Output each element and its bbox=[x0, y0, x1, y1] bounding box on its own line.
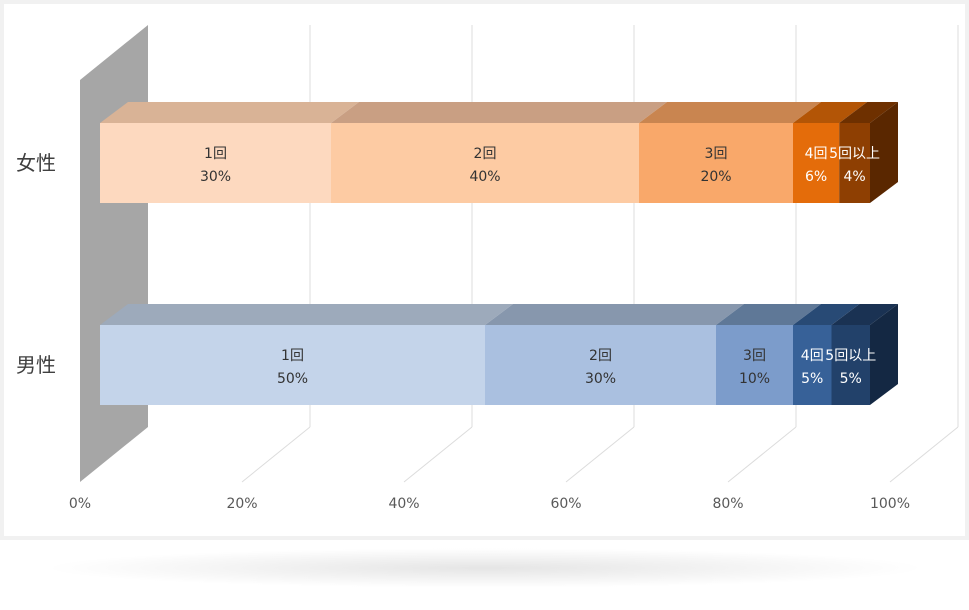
bar-top-face bbox=[485, 304, 744, 325]
segment-label: 3回 bbox=[705, 146, 728, 162]
bar-top-face bbox=[793, 102, 868, 123]
segment-label: 2回 bbox=[589, 348, 612, 364]
bar-segment bbox=[839, 123, 870, 203]
data-label: 20% bbox=[700, 169, 731, 185]
gridline-floor bbox=[889, 426, 959, 483]
bar-top-face bbox=[100, 304, 513, 325]
data-label: 30% bbox=[200, 169, 231, 185]
data-label: 5% bbox=[801, 371, 823, 387]
bar-top-face bbox=[839, 102, 898, 123]
bar-side-face bbox=[870, 102, 898, 203]
bar-top-face bbox=[716, 304, 821, 325]
segment-label: 1回 bbox=[281, 348, 304, 364]
segment-label: 1回 bbox=[204, 146, 227, 162]
segment-label: 5回以上 bbox=[829, 146, 880, 162]
bar-segment bbox=[793, 325, 832, 405]
data-label: 4% bbox=[843, 169, 865, 185]
chart-area bbox=[4, 4, 965, 536]
side-wall bbox=[80, 25, 148, 482]
bar-segment bbox=[831, 325, 870, 405]
segment-label: 2回 bbox=[474, 146, 497, 162]
bar-top-face bbox=[793, 304, 860, 325]
segment-label: 4回 bbox=[805, 146, 828, 162]
gridline-floor bbox=[565, 426, 635, 483]
bar-side-face bbox=[870, 304, 898, 405]
bar-segment bbox=[100, 325, 485, 405]
segment-label: 3回 bbox=[743, 348, 766, 364]
data-label: 10% bbox=[739, 371, 770, 387]
bar-segment bbox=[485, 325, 716, 405]
x-tick-label: 100% bbox=[870, 496, 910, 512]
bar-segment bbox=[639, 123, 793, 203]
bar-top-face bbox=[100, 102, 359, 123]
bar-segment bbox=[100, 123, 331, 203]
data-label: 50% bbox=[277, 371, 308, 387]
category-label: 男性 bbox=[16, 353, 56, 377]
gridline-floor bbox=[403, 426, 473, 483]
chart-panel bbox=[0, 0, 969, 540]
bar-segment bbox=[793, 123, 840, 203]
segment-label: 5回以上 bbox=[825, 348, 876, 364]
x-tick-label: 40% bbox=[388, 496, 419, 512]
category-label: 女性 bbox=[16, 151, 56, 175]
x-tick-label: 20% bbox=[226, 496, 257, 512]
bar-top-face bbox=[331, 102, 667, 123]
x-tick-label: 0% bbox=[69, 496, 91, 512]
data-label: 6% bbox=[805, 169, 827, 185]
stacked-bar-chart-3d: 0% 20% 40% 60% 80% 100%女性 1回30%2回40%3回20%4回6%5… bbox=[16, 25, 959, 512]
gridline-floor bbox=[241, 426, 311, 483]
data-label: 40% bbox=[469, 169, 500, 185]
data-label: 5% bbox=[840, 371, 862, 387]
bar-top-face bbox=[639, 102, 821, 123]
x-tick-label: 80% bbox=[712, 496, 743, 512]
gridline-floor bbox=[727, 426, 797, 483]
bar-top-face bbox=[831, 304, 898, 325]
panel-shadow bbox=[40, 548, 930, 588]
bar-segment bbox=[716, 325, 793, 405]
segment-label: 4回 bbox=[801, 348, 824, 364]
x-tick-label: 60% bbox=[550, 496, 581, 512]
data-label: 30% bbox=[585, 371, 616, 387]
bar-segment bbox=[331, 123, 639, 203]
